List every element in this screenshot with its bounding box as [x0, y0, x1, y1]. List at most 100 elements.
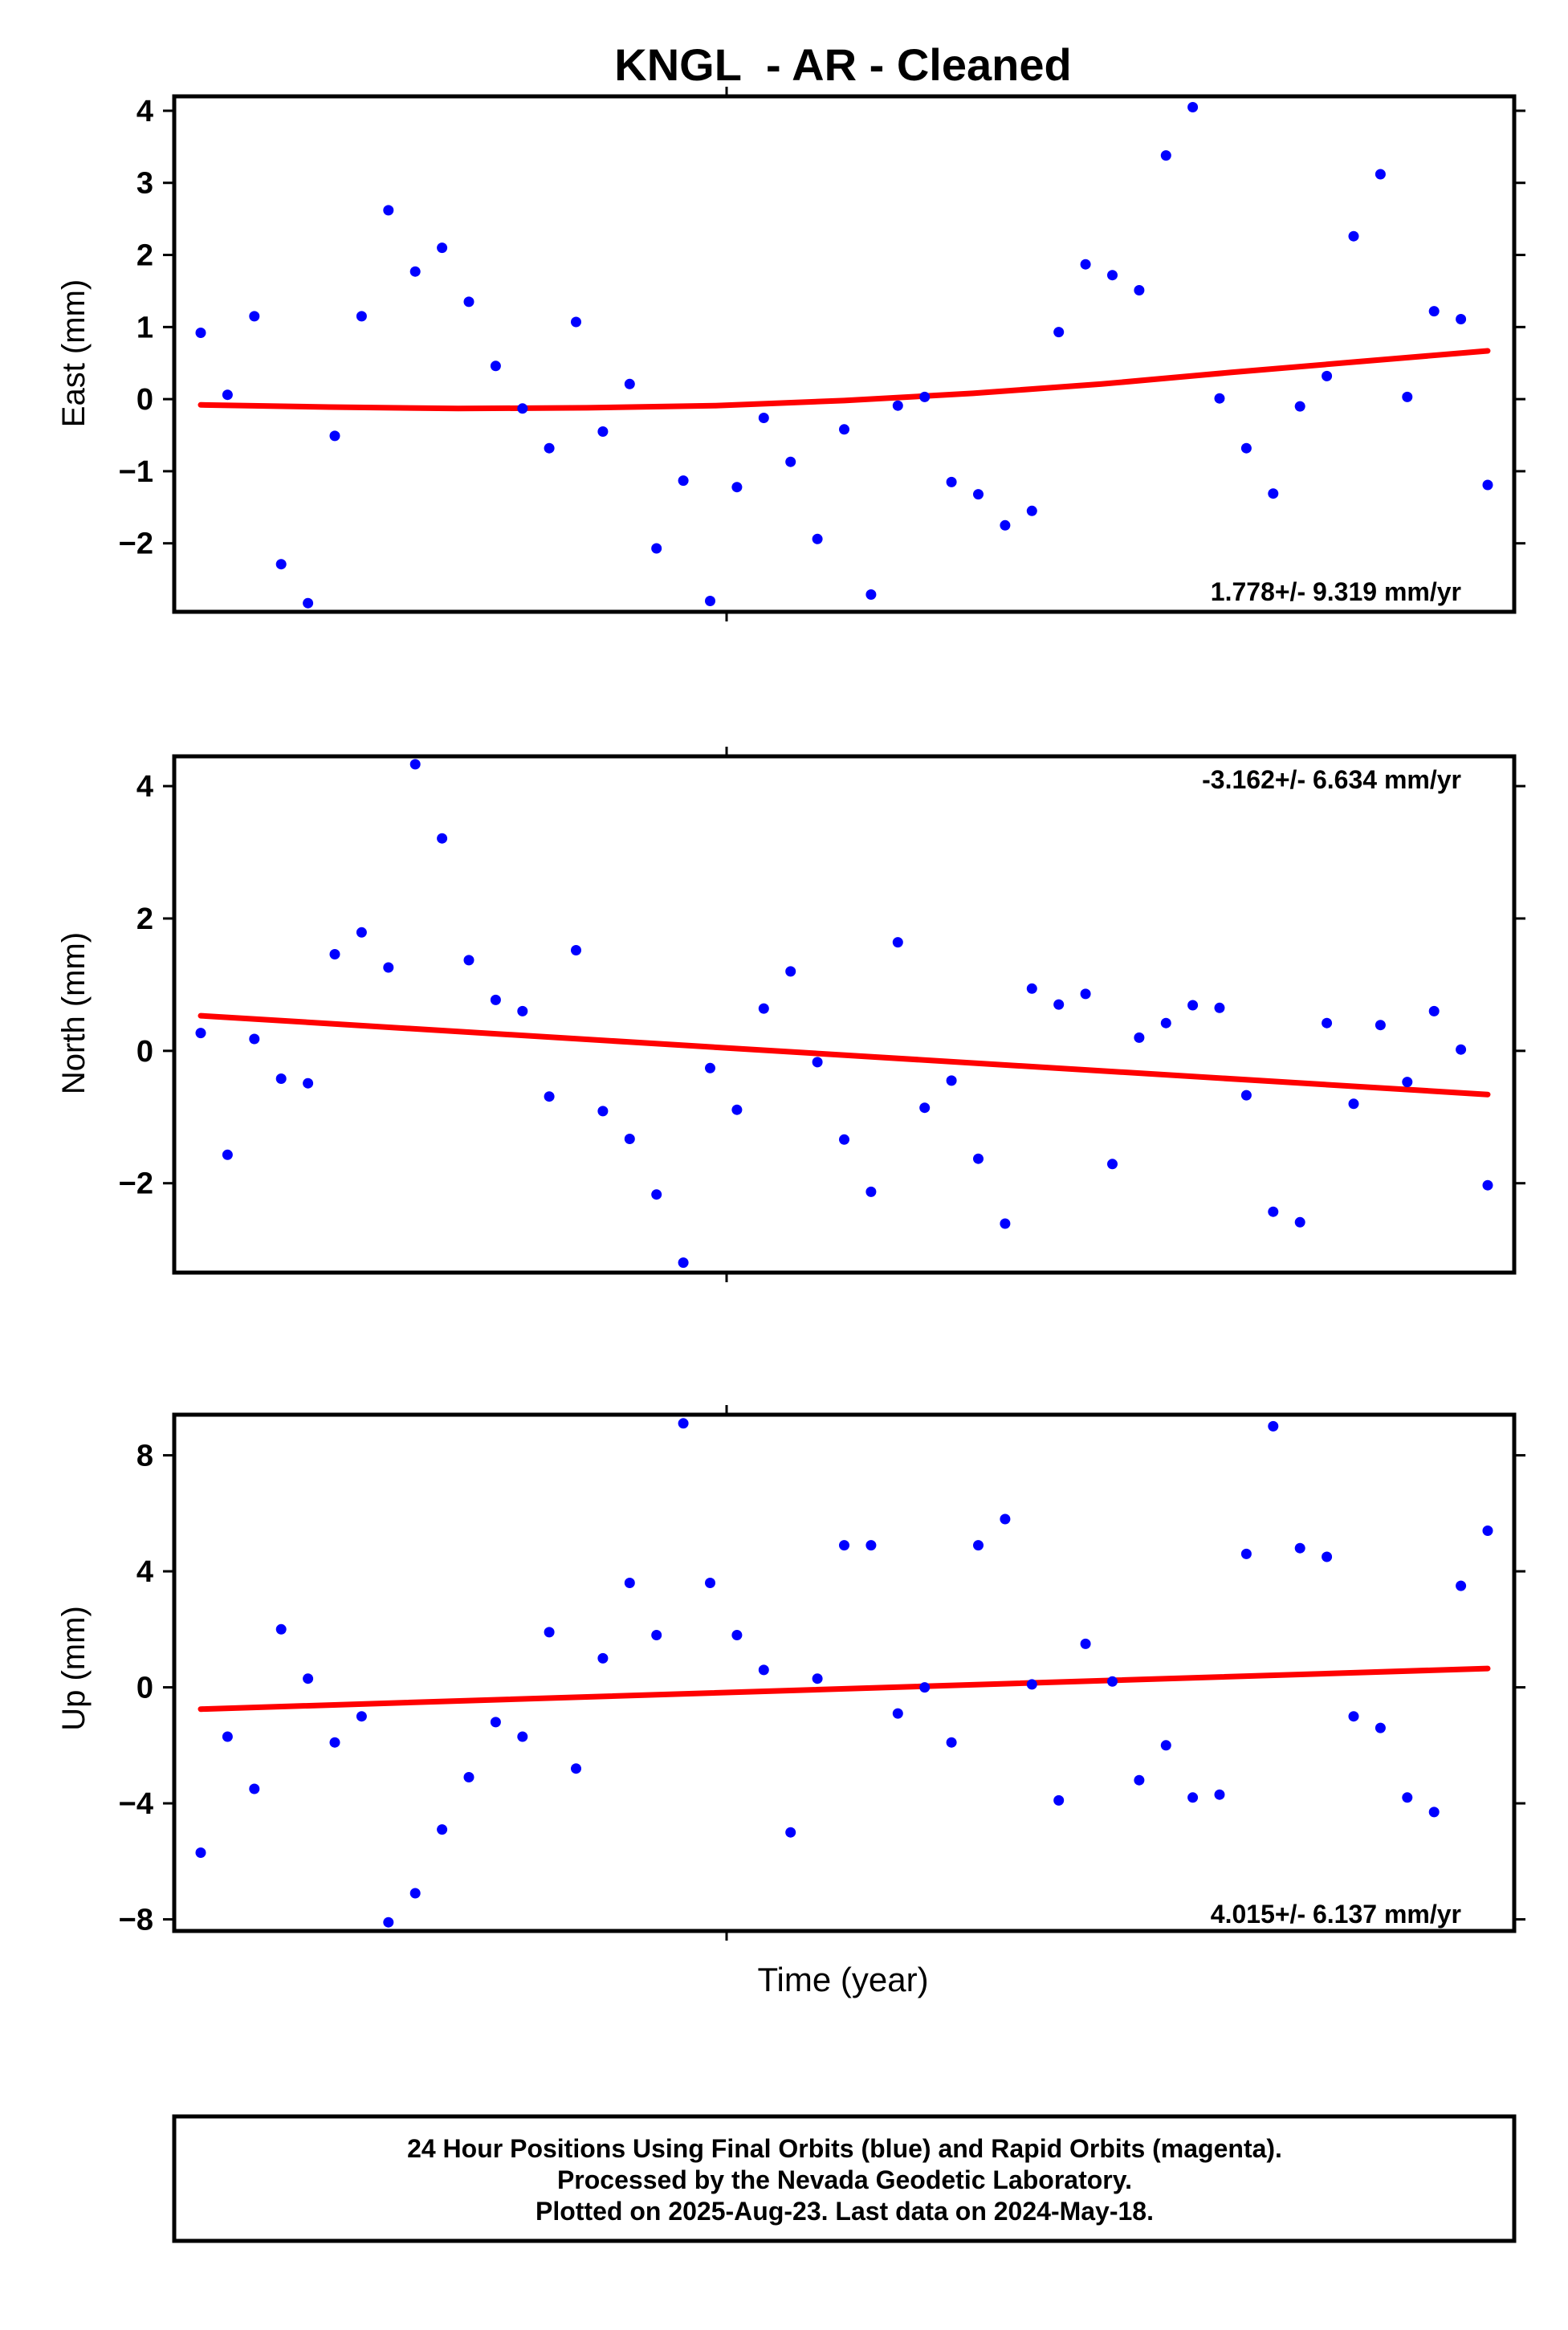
east-data-point	[812, 533, 823, 544]
up-data-point	[1080, 1638, 1091, 1649]
up-data-point	[731, 1630, 743, 1640]
up-data-point	[303, 1673, 314, 1684]
footer-box: 24 Hour Positions Using Final Orbits (bl…	[172, 2114, 1517, 2243]
up-data-point	[1348, 1711, 1359, 1722]
north-data-point	[1240, 1090, 1252, 1101]
north-data-point	[517, 1005, 528, 1016]
east-data-point	[865, 589, 877, 600]
east-ytick-label: 2	[136, 239, 153, 273]
north-data-point	[597, 1106, 609, 1117]
up-data-point	[678, 1418, 689, 1429]
up-ytick-label: 8	[136, 1440, 153, 1473]
north-data-point	[839, 1134, 849, 1145]
east-data-point	[437, 242, 448, 254]
east-data-point	[329, 430, 340, 442]
up-data-point	[490, 1717, 501, 1728]
east-data-point	[1482, 479, 1493, 491]
up-ytick-label: 4	[136, 1555, 153, 1589]
east-data-point	[490, 360, 501, 372]
up-data-point	[624, 1578, 635, 1588]
north-data-point	[705, 1062, 715, 1073]
east-data-point	[731, 482, 743, 493]
north-ytick-label: 4	[136, 770, 153, 804]
footer-line-2: Processed by the Nevada Geodetic Laborat…	[557, 2165, 1132, 2194]
east-data-point	[758, 413, 769, 423]
north-data-point	[544, 1091, 555, 1102]
north-data-point	[651, 1189, 662, 1200]
up-ytick-label: −8	[119, 1904, 153, 1937]
north-data-point	[1026, 983, 1037, 994]
east-axis-label: East (mm)	[56, 279, 92, 427]
north-data-point	[1053, 999, 1065, 1010]
east-data-point	[839, 424, 849, 435]
up-data-point	[651, 1630, 662, 1640]
footer-line-3: Plotted on 2025-Aug-23. Last data on 202…	[536, 2197, 1154, 2226]
east-data-point	[705, 596, 715, 606]
up-data-point	[1482, 1525, 1493, 1536]
up-data-point	[463, 1772, 474, 1782]
east-data-point	[1428, 306, 1440, 317]
east-data-point	[383, 205, 394, 216]
up-data-point	[1000, 1513, 1011, 1525]
x-axis-label: Time (year)	[757, 1961, 928, 1998]
north-plot-frame	[172, 754, 1517, 1275]
up-data-point	[705, 1578, 715, 1588]
east-data-point	[1053, 327, 1065, 338]
north-data-point	[1107, 1159, 1118, 1170]
north-data-point	[758, 1003, 769, 1014]
north-data-point	[946, 1075, 957, 1086]
up-data-point	[946, 1737, 957, 1748]
north-data-point	[785, 966, 796, 977]
north-data-point	[409, 759, 421, 770]
north-trend-line	[198, 1012, 1491, 1098]
up-axis-label: Up (mm)	[56, 1606, 92, 1731]
north-data-point	[812, 1057, 823, 1068]
east-data-point	[1375, 169, 1386, 180]
up-data-point	[1322, 1551, 1333, 1562]
north-rate-label: -3.162+/- 6.634 mm/yr	[1202, 765, 1461, 794]
north-data-point	[1322, 1017, 1333, 1029]
north-data-point	[1428, 1005, 1440, 1016]
east-data-point	[624, 378, 635, 389]
up-data-point	[892, 1708, 903, 1719]
north-data-point	[1187, 1000, 1199, 1011]
east-data-point	[892, 400, 903, 411]
east-data-point	[1240, 442, 1252, 454]
north-data-point	[356, 927, 367, 938]
north-data-point	[919, 1102, 931, 1114]
north-data-point	[1402, 1077, 1413, 1088]
east-plot-frame	[172, 94, 1517, 614]
north-data-point	[303, 1077, 314, 1089]
up-data-point	[1240, 1548, 1252, 1559]
east-data-point	[571, 316, 581, 328]
north-data-point	[195, 1028, 206, 1039]
east-data-point	[678, 475, 689, 487]
up-data-point	[1134, 1774, 1145, 1786]
up-data-point	[544, 1627, 555, 1638]
east-data-point	[409, 266, 421, 277]
east-data-point	[973, 489, 984, 500]
east-data-point	[303, 597, 314, 609]
up-data-point	[249, 1783, 260, 1794]
up-data-point	[356, 1711, 367, 1722]
east-data-point	[785, 456, 796, 467]
east-data-point	[1322, 370, 1333, 381]
north-data-point	[275, 1073, 287, 1084]
up-data-point	[758, 1664, 769, 1676]
east-data-point	[1187, 102, 1199, 112]
east-data-point	[1160, 150, 1171, 161]
east-data-point	[195, 328, 206, 338]
up-data-point	[1107, 1676, 1118, 1687]
east-ytick-label: −1	[119, 455, 153, 489]
north-data-point	[383, 962, 394, 973]
north-axis-label: North (mm)	[56, 932, 92, 1094]
east-data-point	[1348, 230, 1359, 242]
up-data-point	[383, 1917, 394, 1928]
up-ytick-label: 0	[136, 1672, 153, 1705]
up-ytick-label: −4	[119, 1787, 153, 1821]
footer-line-1: 24 Hour Positions Using Final Orbits (bl…	[407, 2134, 1282, 2163]
north-data-point	[1294, 1216, 1305, 1228]
up-data-point	[1026, 1679, 1037, 1690]
east-data-point	[1026, 505, 1037, 516]
up-data-point	[973, 1540, 984, 1551]
